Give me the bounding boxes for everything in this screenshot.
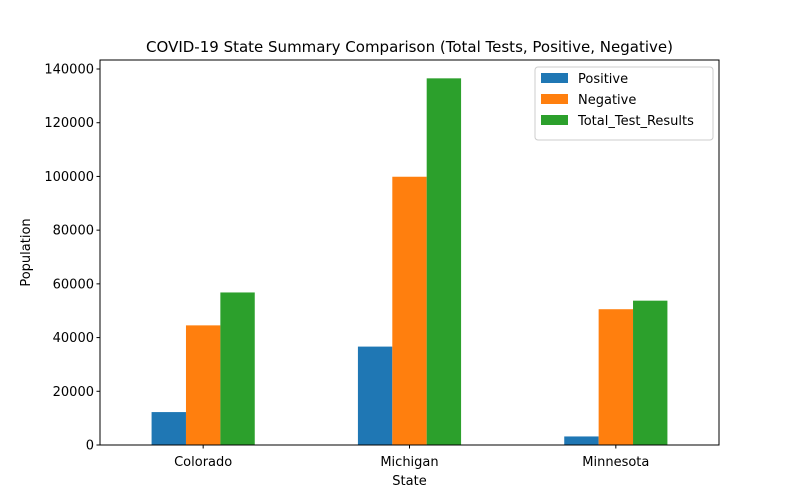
x-tick-label: Minnesota bbox=[582, 455, 649, 470]
x-axis: Colorado Michigan Minnesota bbox=[174, 445, 649, 470]
y-tick-label: 0 bbox=[86, 439, 94, 454]
y-tick-label: 80000 bbox=[53, 224, 94, 239]
x-tick-label: Colorado bbox=[174, 455, 232, 470]
y-tick-label: 40000 bbox=[53, 331, 94, 346]
y-tick-label: 120000 bbox=[44, 116, 94, 131]
y-tick-label: 140000 bbox=[44, 63, 94, 78]
legend-label: Positive bbox=[578, 72, 628, 87]
bar-negative-michigan bbox=[392, 176, 427, 446]
bar-positive-colorado bbox=[151, 412, 186, 445]
y-tick-label: 100000 bbox=[44, 170, 94, 185]
y-tick-label: 60000 bbox=[53, 277, 94, 292]
legend: Positive Negative Total_Test_Results bbox=[534, 66, 714, 141]
legend-swatch bbox=[541, 94, 568, 104]
y-axis-label: Population bbox=[19, 218, 34, 286]
bar-negative-colorado bbox=[185, 325, 221, 445]
bar-total-test-results-minnesota bbox=[633, 300, 668, 445]
y-tick-label: 20000 bbox=[53, 385, 94, 400]
legend-swatch bbox=[541, 115, 568, 125]
bar-negative-minnesota bbox=[598, 309, 634, 445]
bar-total-test-results-colorado bbox=[220, 292, 255, 445]
y-axis: 0 20000 40000 60000 80000 100000 120000 140000 bbox=[44, 63, 100, 454]
bar-positive-minnesota bbox=[564, 436, 599, 445]
bar-total-test-results-michigan bbox=[426, 78, 462, 445]
bars bbox=[151, 78, 668, 446]
legend-swatch bbox=[541, 73, 568, 83]
bar-positive-michigan bbox=[357, 346, 393, 445]
x-axis-label: State bbox=[392, 474, 426, 489]
legend-box bbox=[534, 66, 714, 141]
legend-label: Negative bbox=[578, 93, 636, 108]
x-tick-label: Michigan bbox=[380, 455, 438, 470]
chart-title: COVID-19 State Summary Comparison (Total… bbox=[146, 38, 673, 56]
legend-label: Total_Test_Results bbox=[577, 114, 694, 129]
